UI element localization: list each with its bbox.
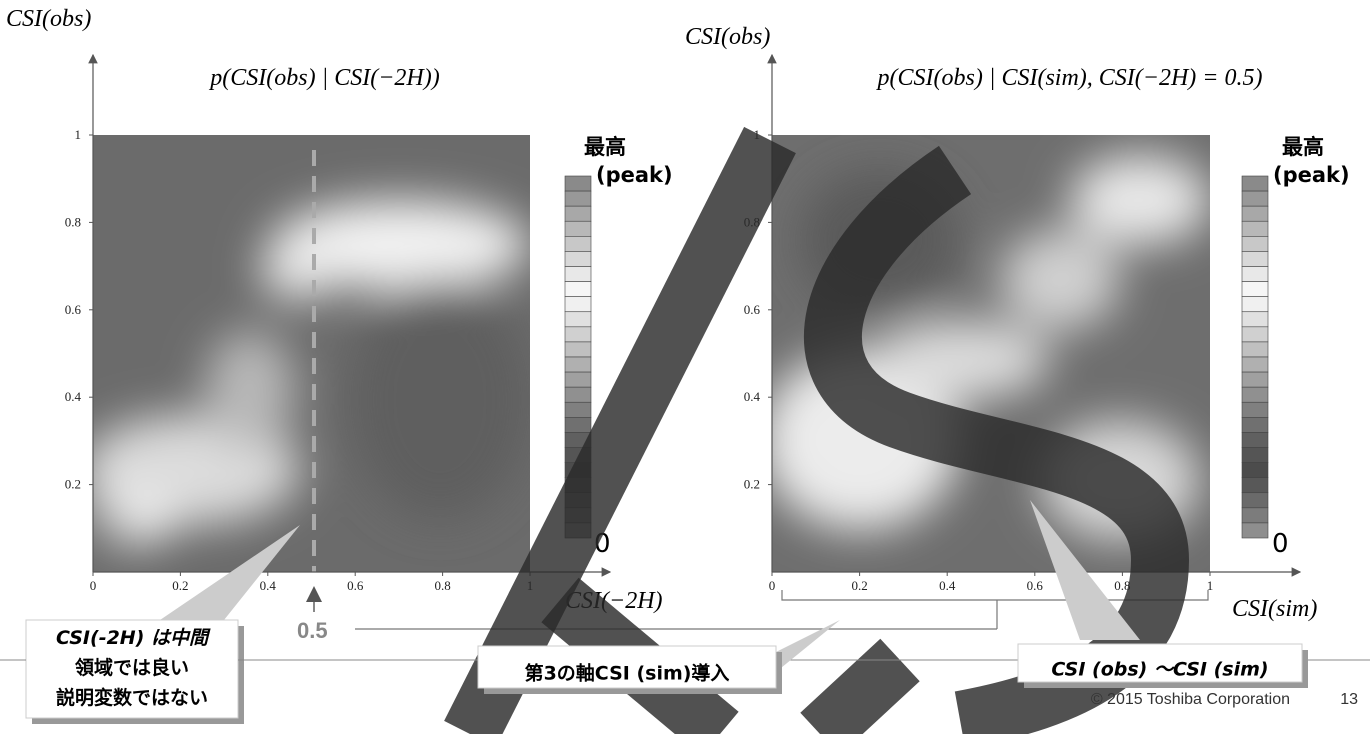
colorbar-cell <box>1242 417 1268 432</box>
colorbar-cell <box>1242 463 1268 478</box>
callout-text: CSI(-2H) は中間 <box>56 627 211 649</box>
colorbar-cell <box>1242 448 1268 463</box>
colorbar-cell <box>1242 387 1268 402</box>
colorbar-cell <box>1242 327 1268 342</box>
colorbar-cell <box>565 191 591 206</box>
y-tick-label: 0.2 <box>65 477 81 492</box>
colorbar-cell <box>1242 432 1268 447</box>
colorbar-cell <box>565 417 591 432</box>
x-tick-label: 0.6 <box>1027 578 1044 593</box>
colorbar-cell <box>1242 282 1268 297</box>
colorbar-cell <box>1242 508 1268 523</box>
heatmap-left <box>80 135 530 572</box>
colorbar-cell <box>1242 267 1268 282</box>
x-tick-label: 0.8 <box>434 578 450 593</box>
colorbar-cell <box>1242 523 1268 538</box>
colorbar-cell <box>1242 206 1268 221</box>
page-number: 13 <box>1340 691 1358 708</box>
colorbar-cell <box>565 357 591 372</box>
colorbar-cell <box>1242 478 1268 493</box>
y-tick-label: 0.8 <box>65 214 81 229</box>
callout-text: 説明変数ではない <box>56 686 208 709</box>
plot-title: p(CSI(obs) | CSI(sim), CSI(−2H) = 0.5) <box>876 65 1263 91</box>
y-axis-label: CSI(obs) <box>6 6 91 32</box>
x-tick-label: 0.4 <box>260 578 277 593</box>
y-tick-label: 0.4 <box>744 389 761 404</box>
colorbar-cell <box>1242 297 1268 312</box>
colorbar-cell <box>1242 493 1268 508</box>
y-tick-label: 0.2 <box>744 477 760 492</box>
colorbar-cell <box>1242 357 1268 372</box>
colorbar-cell <box>565 267 591 282</box>
marker-label: 0.5 <box>297 618 328 643</box>
x-tick-label: 0.4 <box>939 578 956 593</box>
colorbar-top: 最高 <box>584 135 626 159</box>
colorbar-cell <box>565 282 591 297</box>
colorbar-cell <box>1242 372 1268 387</box>
colorbar-cell <box>565 342 591 357</box>
colorbar-top-sub: (peak) <box>596 163 673 187</box>
copyright: © 2015 Toshiba Corporation <box>1091 691 1290 708</box>
colorbar-cell <box>565 387 591 402</box>
colorbar-cell <box>565 372 591 387</box>
y-axis-label: CSI(obs) <box>685 24 770 50</box>
colorbar-cell <box>1242 191 1268 206</box>
plot-title: p(CSI(obs) | CSI(−2H)) <box>208 65 439 91</box>
y-tick-label: 0.6 <box>744 302 761 317</box>
colorbar-cell <box>565 402 591 417</box>
colorbar-top-sub: (peak) <box>1273 163 1350 187</box>
y-tick-label: 1 <box>75 127 82 142</box>
colorbar-cell <box>565 206 591 221</box>
callout-text: 領域では良い <box>75 656 189 679</box>
colorbar-cell <box>1242 176 1268 191</box>
x-tick-label: 0.6 <box>347 578 364 593</box>
colorbar-cell <box>565 176 591 191</box>
colorbar-top: 最高 <box>1282 135 1324 159</box>
x-tick-label: 0.2 <box>851 578 867 593</box>
colorbar-cell <box>565 251 591 266</box>
colorbar-cell <box>565 221 591 236</box>
colorbar-bottom: 0 <box>1272 529 1289 559</box>
colorbar-cell <box>565 297 591 312</box>
colorbar-cell <box>1242 342 1268 357</box>
colorbar-cell <box>1242 402 1268 417</box>
callout-text: 第3の軸CSI (sim)導入 <box>525 662 730 685</box>
colorbar-cell <box>1242 251 1268 266</box>
colorbar-cell <box>565 312 591 327</box>
colorbar-cell <box>1242 221 1268 236</box>
y-tick-label: 0.6 <box>65 302 82 317</box>
callout-text: CSI (obs) ～CSI (sim) <box>1051 659 1268 681</box>
colorbar-cell <box>565 236 591 251</box>
y-tick-label: 0.4 <box>65 389 82 404</box>
x-tick-label: 0 <box>769 578 776 593</box>
slide: 00.20.40.60.810.20.40.60.8100.20.40.60.8… <box>0 0 1370 734</box>
x-tick-label: 0 <box>90 578 97 593</box>
colorbar-cell <box>1242 236 1268 251</box>
colorbar-cell <box>565 327 591 342</box>
x-tick-label: 0.2 <box>172 578 188 593</box>
x-axis-label: CSI(sim) <box>1232 596 1317 622</box>
colorbar-cell <box>1242 312 1268 327</box>
